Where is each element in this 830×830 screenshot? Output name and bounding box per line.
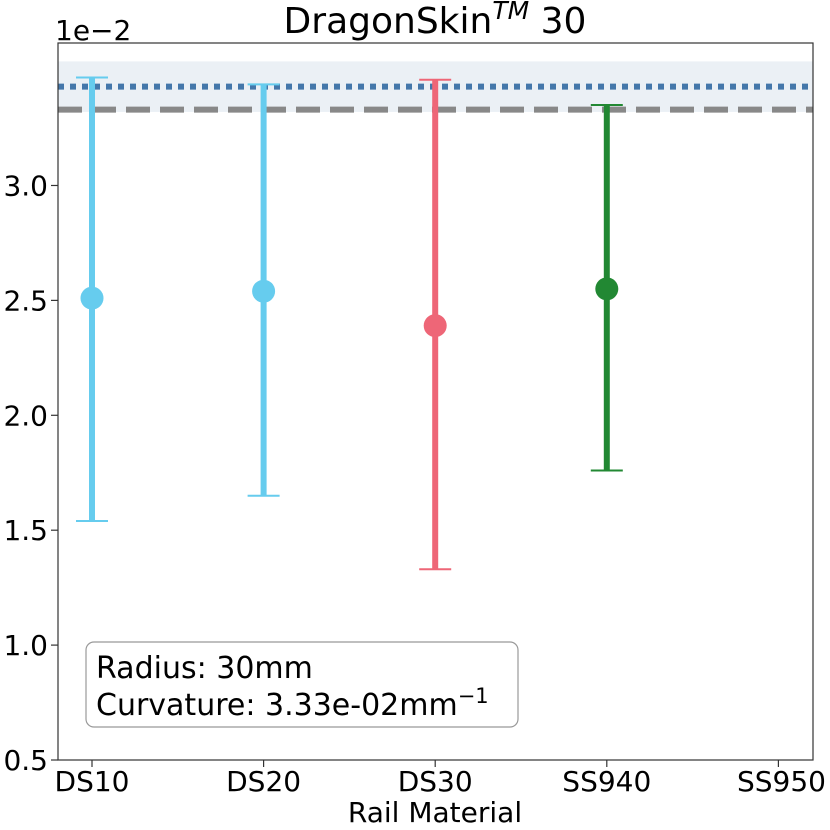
annotation-radius: Radius: 30mm — [96, 651, 313, 686]
y-tick-label-5: 3.0 — [3, 169, 48, 202]
errorbar-ds10 — [76, 76, 108, 522]
annotation-curvature: Curvature: 3.33e-02mm−1 — [96, 684, 489, 723]
x-tick-label-ds20: DS20 — [226, 765, 301, 798]
data-point-ds10 — [80, 286, 104, 310]
errorbar-ss940 — [590, 104, 623, 472]
data-point-ds30 — [423, 314, 447, 338]
chart-title-suffix: 30 — [541, 1, 587, 42]
annotation-box: Radius: 30mm Curvature: 3.33e-02mm−1 — [85, 641, 519, 728]
x-axis-label: Rail Material — [348, 796, 522, 829]
x-tick-label-ss940: SS940 — [562, 765, 651, 798]
x-axis: DS10 DS20 DS30 SS940 SS950 — [55, 760, 826, 798]
annotation-curvature-text: Curvature: 3.33e-02mm — [96, 688, 458, 723]
chart-title-main: DragonSkin — [284, 1, 493, 42]
x-tick-label-ds30: DS30 — [398, 765, 473, 798]
y-tick-label-2: 1.5 — [3, 514, 48, 547]
y-tick-label-3: 2.0 — [3, 399, 48, 432]
y-multiplier-label: 1e−2 — [55, 14, 131, 47]
x-tick-label-ss950: SS950 — [737, 765, 826, 798]
errorbar-ds30 — [419, 78, 452, 571]
data-point-ss940 — [595, 277, 619, 301]
chart-title-superscript: TM — [492, 0, 529, 25]
errorbar-ds20 — [247, 83, 280, 497]
y-tick-label-0: 0.5 — [3, 744, 48, 777]
y-tick-label-4: 2.5 — [3, 284, 48, 317]
chart-title: DragonSkinTM 30 — [284, 0, 587, 42]
y-tick-label-1: 1.0 — [3, 629, 48, 662]
errorbars-layer — [76, 76, 623, 571]
data-point-ds20 — [252, 279, 276, 303]
annotation-frame — [85, 641, 519, 728]
x-tick-label-ds10: DS10 — [55, 765, 130, 798]
chart-title-space — [529, 1, 540, 42]
y-axis: 0.5 1.0 1.5 2.0 2.5 3.0 — [3, 169, 58, 777]
annotation-curvature-superscript: −1 — [458, 684, 489, 708]
